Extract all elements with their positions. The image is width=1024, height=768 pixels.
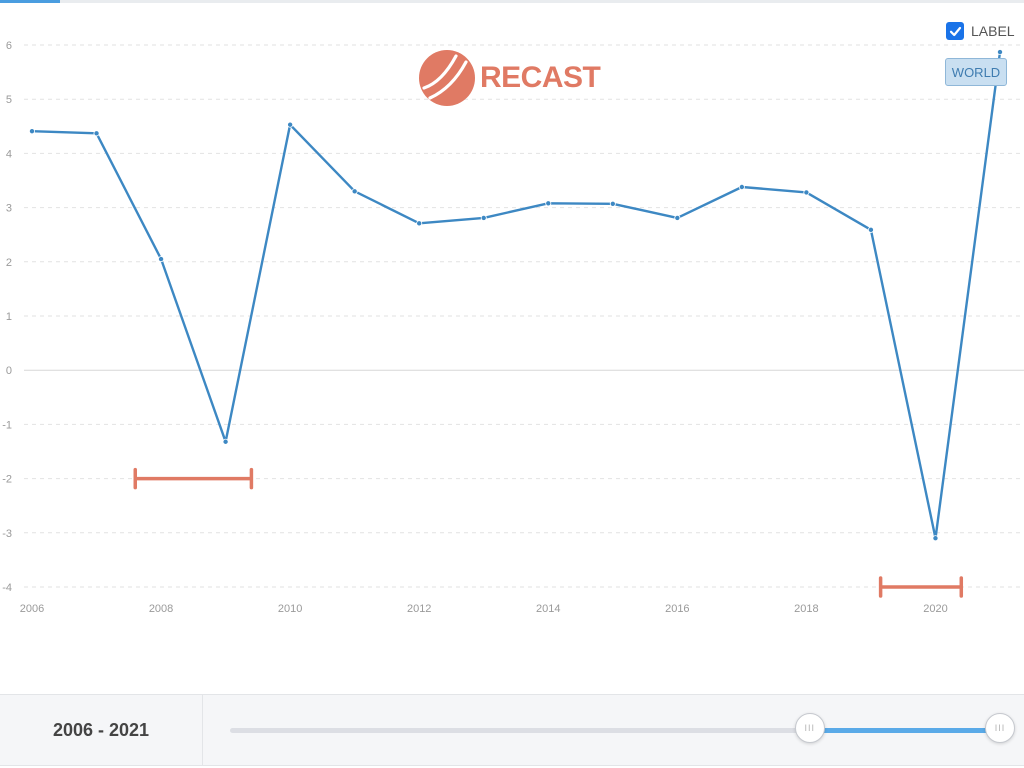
data-point-2010 — [287, 121, 294, 128]
data-point-2018 — [803, 189, 810, 196]
x-tick-label: 2010 — [278, 603, 302, 615]
data-point-2020 — [932, 535, 939, 542]
y-tick-label: -2 — [2, 474, 12, 486]
recession-bar-1 — [878, 576, 964, 598]
data-point-2006 — [28, 128, 35, 135]
data-point-2017 — [738, 184, 745, 191]
label-checkbox[interactable] — [946, 22, 964, 40]
y-tick-label: 3 — [6, 203, 12, 215]
x-tick-label: 2016 — [665, 603, 689, 615]
y-tick-label: -3 — [2, 528, 12, 540]
y-tick-label: 4 — [6, 148, 12, 160]
y-tick-label: 2 — [6, 257, 12, 269]
data-point-2016 — [674, 214, 681, 221]
x-tick-label: 2020 — [923, 603, 947, 615]
range-slider-start-handle[interactable]: III — [794, 713, 825, 743]
data-point-2013 — [480, 214, 487, 221]
series-points — [28, 49, 1004, 542]
recession-bars — [133, 467, 964, 598]
recast-logo: RECAST — [418, 48, 601, 108]
data-point-2021 — [997, 49, 1004, 56]
top-tab-rule — [0, 0, 1024, 3]
x-tick-label: 2012 — [407, 603, 431, 615]
y-tick-label: 5 — [6, 94, 12, 106]
data-point-2011 — [351, 188, 358, 195]
range-slider-track[interactable] — [230, 728, 1000, 733]
data-point-2014 — [545, 200, 552, 207]
checkmark-icon — [949, 26, 961, 36]
y-tick-label: 1 — [6, 311, 12, 323]
line-chart: 6 5 4 3 2 1 0 -1 -2 -3 -4 2006 2008 2010 2012 2014 2016… — [2, 40, 1024, 615]
y-tick-label: -1 — [2, 419, 12, 431]
x-axis-ticks: 2006 2008 2010 2012 2014 2016 2018 2020 — [20, 603, 948, 615]
x-tick-label: 2018 — [794, 603, 818, 615]
data-point-2008 — [158, 256, 165, 263]
data-point-2007 — [93, 130, 100, 137]
label-toggle[interactable]: LABEL — [946, 22, 1015, 40]
range-slider-end-handle[interactable]: III — [985, 713, 1015, 743]
date-range-label: 2006 - 2021 — [0, 695, 203, 765]
data-point-2012 — [416, 220, 423, 227]
y-tick-label: 6 — [6, 40, 12, 52]
series-badge-world[interactable]: WORLD — [945, 58, 1007, 86]
data-point-2015 — [609, 200, 616, 207]
active-tab-indicator — [0, 0, 60, 3]
grid-layer — [24, 44, 1024, 588]
series-line — [30, 50, 1002, 540]
range-footer: 2006 - 2021 III III — [0, 694, 1024, 766]
y-tick-label: -4 — [2, 582, 12, 594]
recession-bar-0 — [133, 467, 254, 490]
x-tick-label: 2006 — [20, 603, 44, 615]
y-tick-label: 0 — [6, 365, 12, 377]
data-point-2009 — [222, 438, 229, 445]
range-slider-fill — [809, 728, 1000, 733]
data-point-2019 — [867, 226, 874, 233]
x-tick-label: 2014 — [536, 603, 560, 615]
recast-logo-icon — [419, 50, 475, 106]
x-tick-label: 2008 — [149, 603, 173, 615]
recast-logo-text: RECAST — [480, 61, 601, 94]
y-axis-ticks: 6 5 4 3 2 1 0 -1 -2 -3 -4 — [2, 40, 12, 594]
label-checkbox-text: LABEL — [971, 23, 1015, 39]
